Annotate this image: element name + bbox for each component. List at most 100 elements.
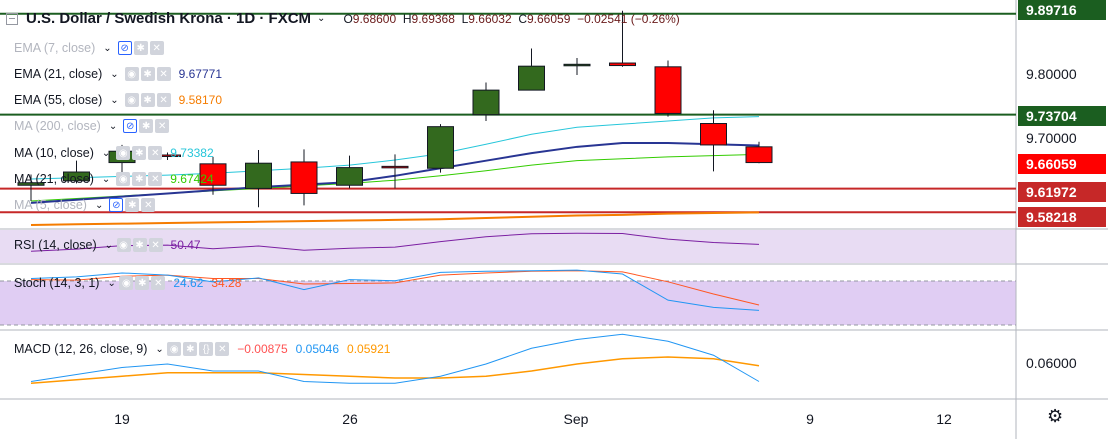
cog-icon: ✱ <box>132 238 147 252</box>
close-icon[interactable]: ✕ <box>155 119 170 133</box>
rsi-legend: RSI (14, close) ⌄ ◉ ✱ ✕ 50.47 <box>14 238 201 252</box>
candle-body <box>563 63 591 67</box>
eye-icon: ◉ <box>119 276 134 290</box>
candle-body <box>63 171 90 182</box>
ohlc-close: 9.66059 <box>527 11 571 26</box>
indicator-label: MA (5, close) <box>14 198 87 212</box>
chevron-down-icon[interactable]: ⌄ <box>110 68 119 80</box>
indicator-legend-row[interactable]: EMA (55, close) ⌄ ◉ ✱ ✕ 9.58170 <box>14 93 222 107</box>
gear-icon[interactable]: ⚙ <box>1047 406 1064 426</box>
eye-icon[interactable]: ◉ <box>116 172 131 186</box>
rsi-label: RSI (14, close) <box>14 238 97 252</box>
close-icon: ✕ <box>148 238 163 252</box>
candle-body <box>290 161 318 194</box>
chevron-down-icon[interactable]: ⌄ <box>94 199 104 211</box>
chevron-down-icon[interactable]: ⌄ <box>101 173 111 185</box>
macd-signal-line <box>30 356 760 384</box>
eye-off-icon[interactable]: ⊘ <box>123 119 138 133</box>
indicator-legend-row[interactable]: MA (10, close) ⌄ ◉ ✱ ✕ 9.73382 <box>14 146 214 160</box>
cog-icon[interactable]: ✱ <box>133 41 148 55</box>
cog-icon: ✱ <box>135 276 150 290</box>
macd-hist-value: −0.00875 <box>237 342 288 356</box>
price-tag: 9.73704 <box>1018 106 1106 126</box>
eye-icon[interactable]: ◉ <box>124 67 139 81</box>
macd-axis-label: 0.06000 <box>1026 355 1077 371</box>
macd-signal-value: 0.05921 <box>347 342 391 356</box>
indicator-legend-row[interactable]: MA (21, close) ⌄ ◉ ✱ ✕ 9.67424 <box>14 172 214 186</box>
indicator-label: EMA (55, close) <box>14 93 103 107</box>
indicator-legend-row[interactable]: MA (200, close) ⌄ ⊘ ✱ ✕ <box>14 119 177 133</box>
time-axis-label: 26 <box>342 411 358 427</box>
cog-icon[interactable]: ✱ <box>125 198 140 212</box>
indicator-controls[interactable]: ⊘ ✱ ✕ <box>117 41 164 55</box>
cog-icon[interactable]: ✱ <box>140 67 155 81</box>
close-icon[interactable]: ✕ <box>148 146 163 160</box>
close-icon[interactable]: ✕ <box>156 93 171 107</box>
symbol-header: U.S. Dollar / Swedish Krona · 1D · FXCM … <box>6 10 680 27</box>
price-tag: 9.58218 <box>1018 207 1106 227</box>
macd-label: MACD (12, 26, close, 9) <box>14 342 148 356</box>
indicator-controls[interactable]: ◉ ✱ ✕ <box>124 93 171 107</box>
eye-off-icon[interactable]: ⊘ <box>109 198 124 212</box>
candle-body <box>518 65 545 91</box>
ohlc-high: 9.69368 <box>411 11 455 26</box>
indicator-value: 9.73382 <box>170 146 214 160</box>
chevron-down-icon[interactable]: ⌄ <box>101 147 111 159</box>
eye-icon[interactable]: ◉ <box>116 146 131 160</box>
symbol-title[interactable]: U.S. Dollar / Swedish Krona · 1D · FXCM <box>26 10 312 27</box>
chevron-down-icon[interactable]: ⌄ <box>104 239 114 251</box>
indicator-label: MA (200, close) <box>14 119 101 133</box>
ohlc-change: −0.02541 (−0.26%) <box>577 11 680 26</box>
chevron-down-icon[interactable]: ⌄ <box>110 94 119 106</box>
code-icon: {} <box>199 342 214 356</box>
indicator-controls[interactable]: ◉ ✱ ✕ <box>116 172 163 186</box>
indicator-controls[interactable]: ◉ ✱ ✕ <box>124 67 171 81</box>
indicator-value: 9.67424 <box>170 172 214 186</box>
collapse-icon[interactable] <box>6 12 18 25</box>
chevron-down-icon[interactable]: ⌄ <box>108 120 118 132</box>
indicator-label: EMA (21, close) <box>14 67 103 81</box>
macd-controls[interactable]: ◉ ✱{} ✕ <box>167 342 230 356</box>
close-icon[interactable]: ✕ <box>156 67 171 81</box>
chevron-down-icon[interactable]: ⌄ <box>317 13 326 24</box>
stoch-legend: Stoch (14, 3, 1) ⌄ ◉ ✱ ✕ 24.62 34.28 <box>14 276 241 290</box>
indicator-legend-row[interactable]: MA (5, close) ⌄ ⊘ ✱ ✕ <box>14 198 163 212</box>
time-axis-label: Sep <box>563 411 589 427</box>
ohlc-low: 9.66032 <box>468 11 512 26</box>
candle-body <box>472 89 500 116</box>
cog-icon[interactable]: ✱ <box>140 93 155 107</box>
eye-off-icon[interactable]: ⊘ <box>117 41 132 55</box>
candle-body <box>17 182 45 186</box>
eye-icon[interactable]: ◉ <box>124 93 139 107</box>
candle-body <box>381 165 409 169</box>
price-axis-label: 9.80000 <box>1026 66 1077 82</box>
indicator-controls[interactable]: ◉ ✱ ✕ <box>116 146 163 160</box>
eye-icon: ◉ <box>167 342 182 356</box>
chevron-down-icon[interactable]: ⌄ <box>107 277 116 289</box>
macd-line <box>30 333 760 384</box>
stoch-controls[interactable]: ◉ ✱ ✕ <box>119 276 166 290</box>
indicator-controls[interactable]: ⊘ ✱ ✕ <box>109 198 156 212</box>
stoch-k-line <box>30 269 760 311</box>
macd-legend: MACD (12, 26, close, 9) ⌄ ◉ ✱{} ✕ −0.00875… <box>14 342 390 356</box>
candle-body <box>199 163 227 186</box>
cog-icon[interactable]: ✱ <box>132 146 147 160</box>
indicator-value: 9.58170 <box>178 93 223 107</box>
indicator-legend-row[interactable]: EMA (21, close) ⌄ ◉ ✱ ✕ 9.67771 <box>14 67 222 81</box>
eye-icon: ◉ <box>116 238 131 252</box>
close-icon[interactable]: ✕ <box>149 41 164 55</box>
rsi-controls[interactable]: ◉ ✱ ✕ <box>116 238 163 252</box>
cog-icon[interactable]: ✱ <box>139 119 154 133</box>
close-icon[interactable]: ✕ <box>148 172 163 186</box>
stoch-pane-band <box>0 281 1016 325</box>
chevron-down-icon[interactable]: ⌄ <box>155 343 164 355</box>
close-icon[interactable]: ✕ <box>141 198 156 212</box>
indicator-controls[interactable]: ⊘ ✱ ✕ <box>123 119 170 133</box>
indicator-legend-row[interactable]: EMA (7, close) ⌄ ⊘ ✱ ✕ <box>14 41 172 55</box>
cog-icon[interactable]: ✱ <box>132 172 147 186</box>
chevron-down-icon[interactable]: ⌄ <box>103 42 112 54</box>
indicator-label: MA (10, close) <box>14 146 94 160</box>
ohlc-close-key: C <box>518 11 527 26</box>
price-tag: 9.89716 <box>1018 0 1106 20</box>
